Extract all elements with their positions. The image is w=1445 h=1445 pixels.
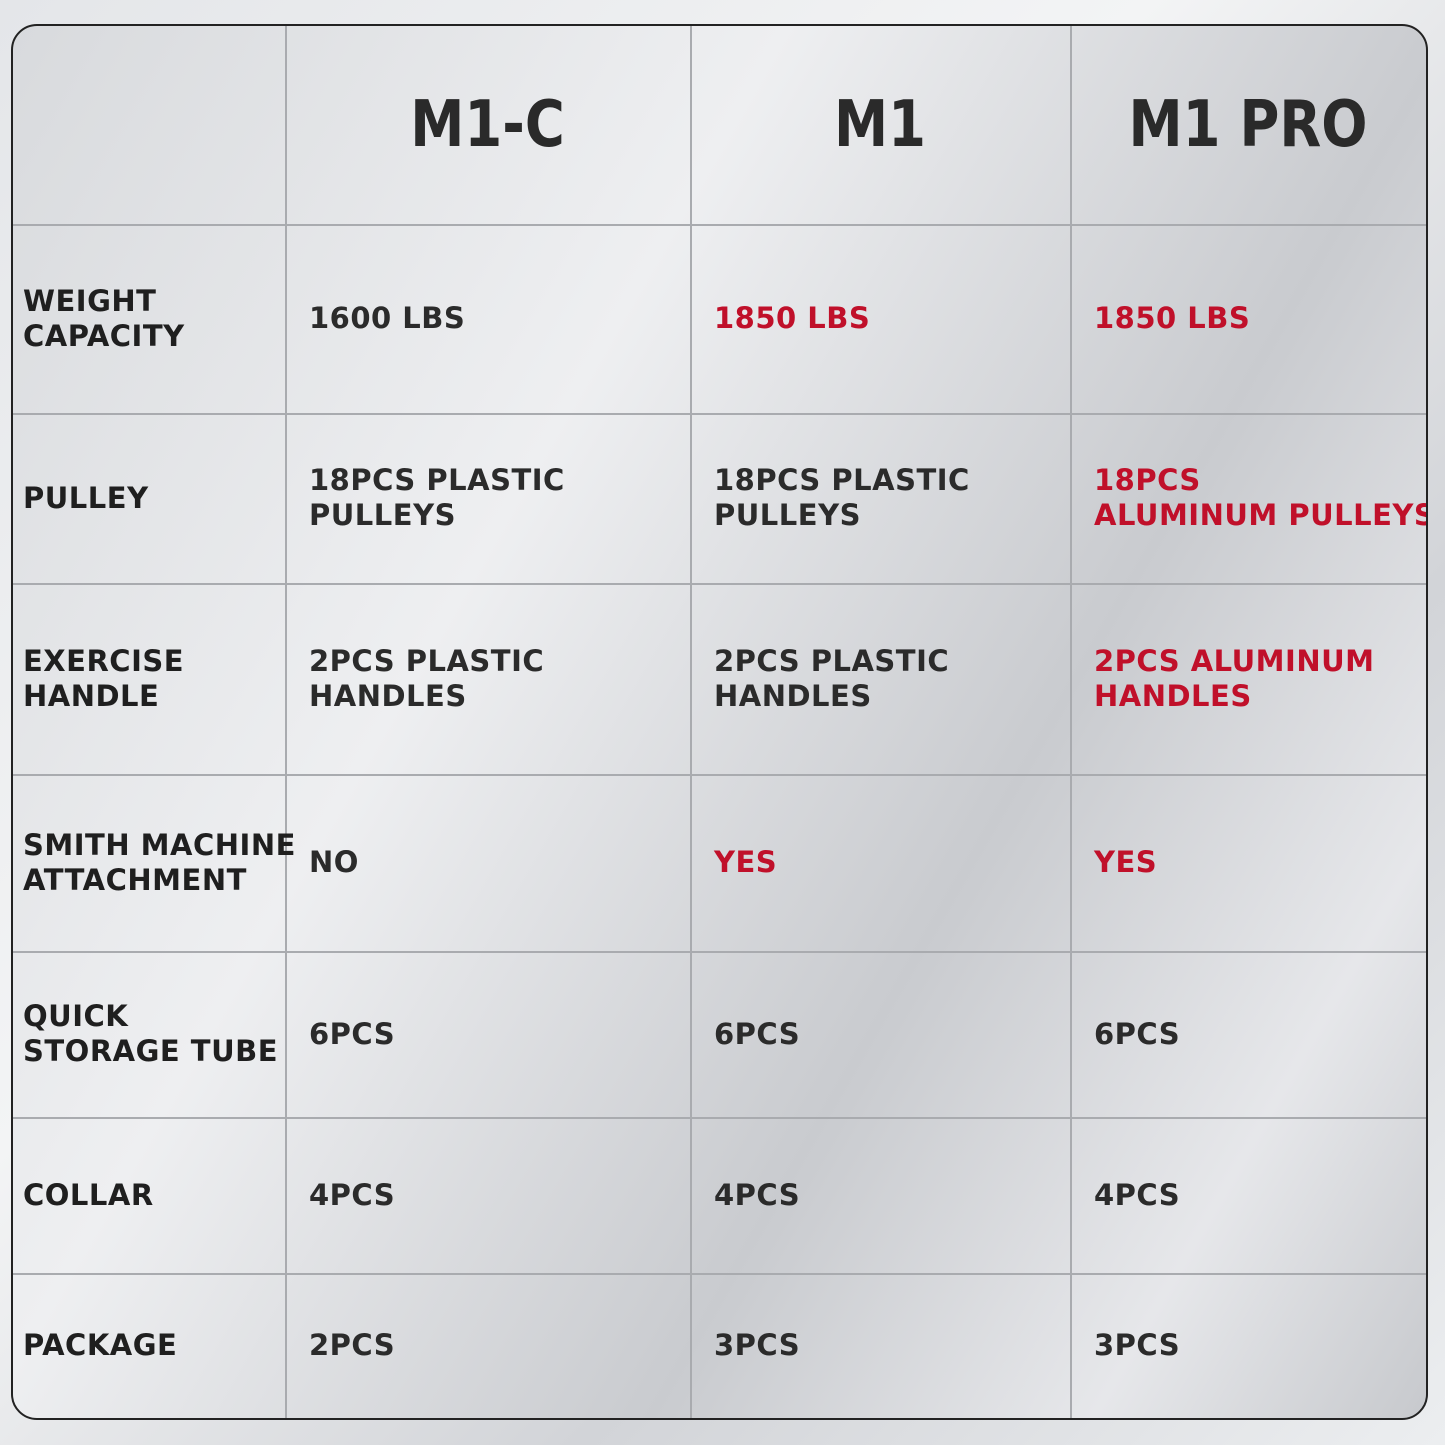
label-line: EXERCISE (23, 643, 185, 678)
value-cell: YES (714, 774, 777, 951)
row-label: PULLEY (23, 413, 149, 583)
value-line: 4PCS (714, 1177, 801, 1212)
value-line: 6PCS (714, 1016, 801, 1051)
value-line: 4PCS (309, 1177, 396, 1212)
label-line: HANDLE (23, 678, 160, 713)
row-label: QUICK STORAGE TUBE (23, 951, 278, 1117)
value-cell: 2PCS (309, 1273, 395, 1418)
row-label: COLLAR (23, 1117, 154, 1273)
label-line: PULLEY (23, 480, 149, 515)
value-cell: 2PCS ALUMINUM HANDLES (1094, 583, 1375, 774)
value-line: 6PCS (309, 1016, 396, 1051)
row-divider (13, 774, 1426, 776)
value-cell: YES (1094, 774, 1157, 951)
row-divider (13, 951, 1426, 953)
value-cell: 1850 LBS (714, 224, 870, 413)
column-divider (690, 26, 692, 1418)
label-line: STORAGE TUBE (23, 1034, 279, 1068)
value-line: PULLEYS (714, 498, 861, 532)
value-line: YES (1094, 845, 1158, 879)
value-cell: 1600 LBS (309, 224, 465, 413)
value-line: 18PCS (1094, 463, 1201, 497)
value-line: 6PCS (1094, 1016, 1181, 1051)
value-line: 18PCS PLASTIC (309, 463, 565, 497)
value-cell: 2PCS PLASTIC HANDLES (714, 583, 949, 774)
value-line: 1850 LBS (714, 301, 871, 335)
value-cell: 3PCS (714, 1273, 800, 1418)
value-line: 2PCS (309, 1328, 396, 1362)
column-header: M1-C (410, 88, 565, 162)
label-line: COLLAR (23, 1177, 154, 1212)
column-divider (285, 26, 287, 1418)
value-cell: 4PCS (714, 1117, 800, 1273)
label-line: ATTACHMENT (23, 862, 247, 897)
row-divider (13, 413, 1426, 415)
value-line: 4PCS (1094, 1177, 1181, 1212)
value-cell: 6PCS (714, 951, 800, 1117)
row-label: EXERCISE HANDLE (23, 583, 184, 774)
column-header: M1 PRO (1128, 88, 1368, 162)
row-divider (13, 1117, 1426, 1119)
value-line: 1600 LBS (309, 301, 466, 335)
label-line: WEIGHT (23, 283, 157, 318)
value-line: 3PCS (714, 1328, 801, 1362)
row-label: WEIGHT CAPACITY (23, 224, 185, 413)
value-cell: 2PCS PLASTIC HANDLES (309, 583, 544, 774)
value-cell: 1850 LBS (1094, 224, 1250, 413)
value-line: 2PCS ALUMINUM (1094, 643, 1375, 678)
value-line: HANDLES (714, 678, 872, 713)
label-line: SMITH MACHINE (23, 827, 296, 862)
value-cell: 3PCS (1094, 1273, 1180, 1418)
value-cell: 18PCS PLASTIC PULLEYS (714, 413, 970, 583)
value-line: 1850 LBS (1094, 301, 1251, 335)
row-divider (13, 224, 1426, 226)
value-cell: 18PCS ALUMINUM PULLEYS (1094, 413, 1428, 583)
value-cell: 6PCS (1094, 951, 1180, 1117)
value-line: 3PCS (1094, 1328, 1181, 1362)
value-cell: NO (309, 774, 359, 951)
value-cell: 18PCS PLASTIC PULLEYS (309, 413, 565, 583)
comparison-table: M1-C M1 M1 PRO WEIGHT CAPACITY 1600 LBS 1850 L… (11, 24, 1428, 1420)
column-divider (1070, 26, 1072, 1418)
label-line: PACKAGE (23, 1328, 178, 1362)
column-header: M1 (834, 88, 926, 162)
value-line: HANDLES (1094, 678, 1252, 713)
value-line: 18PCS PLASTIC (714, 463, 970, 497)
value-cell: 4PCS (309, 1117, 395, 1273)
value-line: NO (309, 845, 359, 879)
row-label: PACKAGE (23, 1273, 177, 1418)
value-line: ALUMINUM PULLEYS (1094, 498, 1428, 532)
row-divider (13, 1273, 1426, 1275)
value-line: HANDLES (309, 678, 467, 713)
value-cell: 6PCS (309, 951, 395, 1117)
value-line: 2PCS PLASTIC (309, 643, 545, 678)
row-divider (13, 583, 1426, 585)
label-line: CAPACITY (23, 318, 185, 353)
value-line: PULLEYS (309, 498, 456, 532)
row-label: SMITH MACHINE ATTACHMENT (23, 774, 296, 951)
value-cell: 4PCS (1094, 1117, 1180, 1273)
value-line: YES (714, 845, 778, 879)
value-line: 2PCS PLASTIC (714, 643, 950, 678)
label-line: QUICK (23, 999, 129, 1033)
